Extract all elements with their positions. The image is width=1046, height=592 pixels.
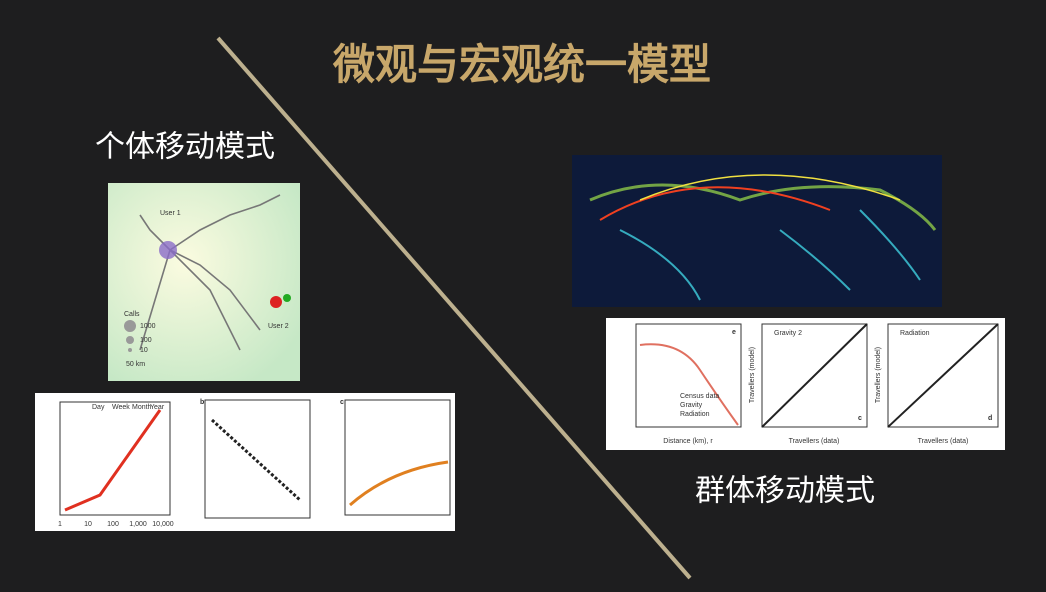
x-tick-label: 1,000 [129,521,147,528]
legend-label: Gravity [680,402,703,409]
calls-label: Calls [124,311,140,318]
legend-label: Radiation [680,411,710,418]
panel-title: Radiation [900,330,930,337]
x-axis-label: Distance (km), r [663,438,713,445]
period-label: Month [132,404,152,411]
period-label: Day [92,404,105,411]
flow-figure: Census data Gravity Radiation Distance (… [606,318,1005,450]
panel-label: d [988,415,992,422]
x-tick-label: 1 [58,521,62,528]
period-label: Week [112,404,130,411]
panel-label: e [732,329,736,336]
user1-label: User 1 [160,210,181,217]
panel-label: c [340,399,344,406]
size-label: 1000 [140,323,156,330]
divider [216,36,692,580]
left-label: 个体移动模式 [95,130,275,165]
y-axis-label: Travellers (model) [749,347,756,403]
legend-label: Census data [680,393,719,400]
x-axis-label: Travellers (data) [918,438,969,445]
title: 微观与宏观统一模型 [332,40,711,89]
scale-label: 50 km [126,361,145,368]
x-tick-label: 100 [107,521,119,528]
right-label: 群体移动模式 [695,474,875,509]
x-axis-label: Travellers (data) [789,438,840,445]
panel-title: Gravity 2 [774,330,802,337]
panel-label: c [858,415,862,422]
user2-label: User 2 [268,323,289,330]
x-tick-label: 10 [84,521,92,528]
user-figure: User 1 User 2 Calls 1000 100 10 50 km [108,183,300,381]
y-axis-label: Travellers (model) [875,347,882,403]
panel-label: b [200,399,204,406]
period-label: Year [150,404,165,411]
scaling-figure: Day Week Month Year b c 1 10 100 1,000 1… [35,393,455,531]
x-tick-label: 10,000 [152,521,174,528]
size-label: 10 [140,347,148,354]
world-map [572,155,942,307]
size-label: 100 [140,337,152,344]
